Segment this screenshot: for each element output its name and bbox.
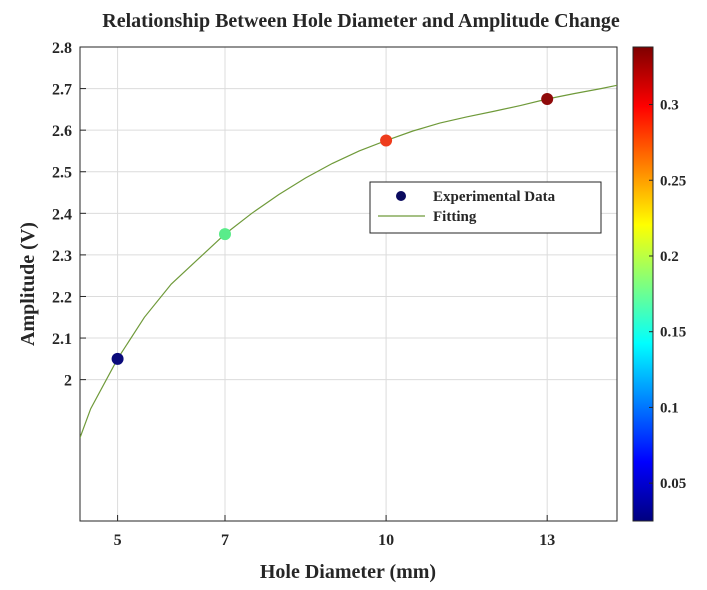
x-tick-label: 7 (221, 532, 229, 549)
data-point (541, 92, 554, 105)
y-tick-label: 2.7 (52, 82, 72, 99)
x-axis: 5 7 10 13 (114, 515, 555, 549)
x-tick-label: 10 (378, 532, 394, 549)
y-axis: 2 2.1 2.2 2.3 2.4 2.5 2.6 2.7 2.8 (52, 40, 86, 390)
y-axis-title: Amplitude (V) (17, 222, 39, 346)
y-tick-label: 2.4 (52, 206, 72, 223)
colorbar-gradient (632, 46, 654, 522)
x-tick-label: 5 (114, 532, 122, 549)
data-point (380, 134, 393, 147)
x-axis-title: Hole Diameter (mm) (260, 561, 436, 583)
fitting-line (80, 84, 617, 439)
colorbar-tick-label: 0.25 (660, 173, 686, 189)
legend-label-experimental: Experimental Data (433, 189, 556, 205)
colorbar-tick-label: 0.15 (660, 325, 686, 341)
y-tick-label: 2.3 (52, 248, 72, 265)
plot-frame (79, 46, 618, 522)
y-tick-label: 2.6 (52, 123, 72, 140)
legend-box (369, 181, 602, 234)
y-tick-label: 2.2 (52, 289, 72, 306)
legend: Experimental Data Fitting (369, 181, 602, 234)
colorbar-tick-label: 0.3 (660, 98, 679, 114)
colorbar-ticks: 0.05 0.1 0.15 0.2 0.25 0.3 (649, 98, 686, 492)
legend-marker-experimental (396, 191, 406, 201)
x-tick-label: 13 (539, 532, 555, 549)
y-tick-label: 2.1 (52, 331, 72, 348)
y-tick-label: 2.8 (52, 40, 72, 57)
plot-area (80, 47, 617, 521)
colorbar-tick-label: 0.1 (660, 400, 679, 416)
experimental-points (111, 92, 554, 365)
y-tick-label: 2.5 (52, 165, 72, 182)
chart-title: Relationship Between Hole Diameter and A… (102, 10, 620, 32)
y-tick-label: 2 (64, 373, 72, 390)
colorbar-tick-label: 0.05 (660, 476, 686, 492)
data-point (218, 228, 231, 241)
legend-label-fitting: Fitting (433, 209, 477, 225)
data-point (111, 352, 124, 365)
colorbar-tick-label: 0.2 (660, 249, 679, 265)
colorbar: 0.05 0.1 0.15 0.2 0.25 0.3 (632, 46, 686, 522)
